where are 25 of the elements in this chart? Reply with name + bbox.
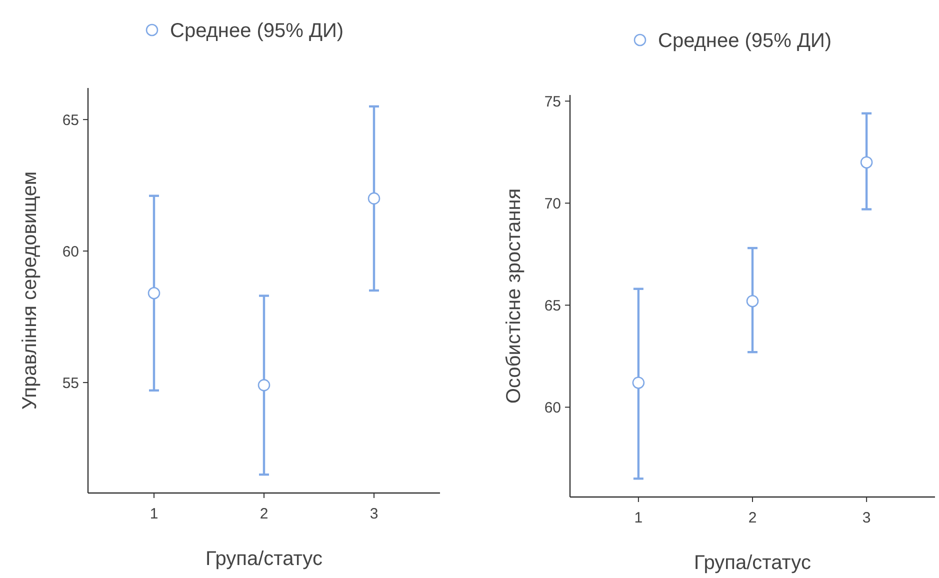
y-tick-label: 65	[544, 297, 561, 314]
y-tick-label: 55	[62, 374, 79, 392]
legend-label: Среднее (95% ДИ)	[170, 20, 344, 42]
x-tick-label: 2	[748, 509, 757, 526]
x-tick-label: 3	[370, 505, 378, 522]
x-tick-label: 1	[634, 509, 643, 526]
point	[258, 379, 270, 392]
y-tick-label: 70	[544, 195, 561, 212]
x-tick-label: 2	[260, 505, 268, 522]
point	[148, 286, 160, 300]
x-tick-label: 3	[862, 509, 871, 526]
x-tick-label: 1	[150, 505, 158, 522]
y-tick-label: 60	[544, 399, 561, 416]
y-tick-label: 65	[62, 112, 79, 129]
y-axis-title: Управління середовищем	[19, 171, 41, 410]
point	[860, 156, 873, 168]
y-tick-label: 60	[62, 243, 79, 260]
legend-label: Среднее (95% ДИ)	[658, 30, 832, 52]
x-axis-title: Група/статус	[206, 548, 322, 570]
y-axis-title: Особистісне зростання	[503, 188, 525, 404]
point	[368, 192, 380, 205]
y-tick-label: 75	[544, 93, 561, 110]
point	[632, 376, 645, 389]
x-axis-title: Група/статус	[694, 552, 811, 574]
point	[746, 294, 759, 308]
